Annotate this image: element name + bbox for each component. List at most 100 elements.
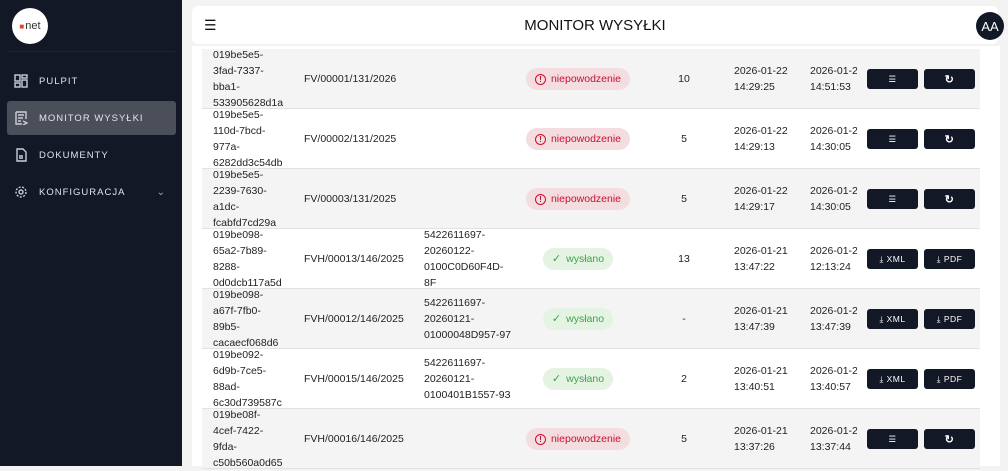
ksef-number: 5422611697-20260121-01000048D957-97 <box>424 297 511 341</box>
ksef-number: 5422611697-20260122-0100C0D60F4D-8F <box>424 229 504 289</box>
status-badge: ! niepowodzenie <box>525 128 631 150</box>
check-icon: ✓ <box>551 313 562 325</box>
updated-date: 2026-01-2 <box>810 305 857 317</box>
pdf-label: PDF <box>943 374 963 384</box>
updated-date: 2026-01-2 <box>810 365 857 377</box>
created-date: 2026-01-21 13:47:22 <box>734 245 788 273</box>
invoice-number: FV/00001/131/2026 <box>304 73 397 85</box>
download-pdf-button[interactable]: ⤓ PDF <box>924 369 975 389</box>
retry-button[interactable]: ↻ <box>924 69 975 89</box>
sidebar-item-monitor-wysylki[interactable]: MONITOR WYSYŁKI <box>7 101 176 135</box>
chevron-down-icon: ⌄ <box>156 186 166 198</box>
xml-label: XML <box>886 254 906 264</box>
scrollbar[interactable] <box>1000 46 1008 466</box>
shipments-table: 019be5e5-3fad-7337-bba1-533905628d1a FV/… <box>202 49 980 469</box>
status-text: wysłano <box>566 253 605 265</box>
updated-date: 2026-01-2 <box>810 125 857 137</box>
table-row[interactable]: 019be092-6d9b-7ce5-88ad-6c30d739587c FVH… <box>202 349 980 409</box>
download-icon: ⤓ <box>879 253 887 264</box>
created-date: 2026-01-22 14:29:13 <box>734 125 788 153</box>
top-bar: ☰ MONITOR WYSYŁKI AA <box>192 6 1004 44</box>
list-icon: ☰ <box>888 73 897 84</box>
logo-text: net <box>25 20 41 32</box>
sidebar-item-konfiguracja[interactable]: KONFIGURACJA ⌄ <box>7 175 176 209</box>
download-xml-button[interactable]: ⤓ XML <box>867 249 918 269</box>
updated-time: 13:40:57 <box>810 381 851 393</box>
invoice-number: FV/00003/131/2025 <box>304 193 397 205</box>
status-badge: ✓ wysłano <box>542 248 614 270</box>
retry-button[interactable]: ↻ <box>924 129 975 149</box>
sidebar-item-label: MONITOR WYSYŁKI <box>39 112 144 124</box>
download-icon: ⤓ <box>936 253 944 264</box>
table-row[interactable]: 019be098-a67f-7fb0-89b5-cacaecf068d6 FVH… <box>202 289 980 349</box>
status-text: wysłano <box>566 373 605 385</box>
list-icon: ☰ <box>888 193 897 204</box>
download-icon: ⤓ <box>879 373 887 384</box>
updated-time: 13:37:44 <box>810 441 851 453</box>
download-xml-button[interactable]: ⤓ XML <box>867 309 918 329</box>
xml-label: XML <box>886 374 906 384</box>
created-date: 2026-01-21 13:37:26 <box>734 425 788 453</box>
details-button[interactable]: ☰ <box>867 189 918 209</box>
created-date: 2026-01-22 14:29:25 <box>734 65 788 93</box>
attempt-count: 5 <box>681 433 687 445</box>
created-date: 2026-01-21 13:47:39 <box>734 305 788 333</box>
status-text: niepowodzenie <box>550 433 622 445</box>
logo[interactable]: ■ net <box>12 8 48 44</box>
download-icon: ⤓ <box>936 373 944 384</box>
attempt-count: - <box>682 313 686 325</box>
table-row[interactable]: 019be5e5-3fad-7337-bba1-533905628d1a FV/… <box>202 49 980 109</box>
updated-date: 2026-01-2 <box>810 425 857 437</box>
updated-time: 12:13:24 <box>810 261 851 273</box>
status-badge: ✓ wysłano <box>542 308 614 330</box>
invoice-number: FVH/00016/146/2025 <box>304 433 404 445</box>
sidebar-item-pulpit[interactable]: PULPIT <box>7 64 176 98</box>
status-badge: ✓ wysłano <box>542 368 614 390</box>
table-row[interactable]: 019be5e5-2239-7630-a1dc-fcabfd7cd29a FV/… <box>202 169 980 229</box>
list-icon: ☰ <box>888 133 897 144</box>
refresh-icon: ↻ <box>944 433 955 446</box>
sidebar: ■ net PULPIT MONITOR WYSYŁKI DOKUMENTY KO… <box>0 0 182 466</box>
menu-icon[interactable]: ☰ <box>204 17 217 33</box>
retry-button[interactable]: ↻ <box>924 189 975 209</box>
details-button[interactable]: ☰ <box>867 429 918 449</box>
list-icon: ☰ <box>888 433 897 444</box>
status-text: wysłano <box>566 313 605 325</box>
sidebar-item-dokumenty[interactable]: DOKUMENTY <box>7 138 176 172</box>
status-text: niepowodzenie <box>550 193 622 205</box>
shipments-table-panel: 019be5e5-3fad-7337-bba1-533905628d1a FV/… <box>192 46 1000 469</box>
download-pdf-button[interactable]: ⤓ PDF <box>924 309 975 329</box>
shipment-id: 019be5e5-3fad-7337-bba1-533905628d1a <box>213 49 284 109</box>
details-button[interactable]: ☰ <box>867 69 918 89</box>
shipment-id: 019be08f-4cef-7422-9fda-c50b560a0d65 <box>213 409 283 469</box>
gear-icon <box>15 186 27 198</box>
download-xml-button[interactable]: ⤓ XML <box>867 369 918 389</box>
check-icon: ✓ <box>551 373 562 385</box>
updated-time: 14:30:05 <box>810 141 851 153</box>
monitor-icon <box>15 111 28 125</box>
download-icon: ⤓ <box>936 313 944 324</box>
ksef-number <box>424 169 514 229</box>
status-badge: ! niepowodzenie <box>525 68 631 90</box>
download-pdf-button[interactable]: ⤓ PDF <box>924 249 975 269</box>
updated-time: 13:47:39 <box>810 321 851 333</box>
retry-button[interactable]: ↻ <box>924 429 975 449</box>
details-button[interactable]: ☰ <box>867 129 918 149</box>
refresh-icon: ↻ <box>944 193 955 206</box>
created-date: 2026-01-22 14:29:17 <box>734 185 788 213</box>
ksef-number <box>424 49 514 109</box>
status-text: niepowodzenie <box>550 73 622 85</box>
table-row[interactable]: 019be08f-4cef-7422-9fda-c50b560a0d65 FVH… <box>202 409 980 469</box>
alert-circle-icon: ! <box>534 133 546 145</box>
shipment-id: 019be5e5-2239-7630-a1dc-fcabfd7cd29a <box>213 169 277 229</box>
status-badge: ! niepowodzenie <box>525 428 631 450</box>
avatar[interactable]: AA <box>976 12 1004 40</box>
table-row[interactable]: 019be098-65a2-7b89-8288-0d0dcb117a5d FVH… <box>202 229 980 289</box>
invoice-number: FVH/00013/146/2025 <box>304 253 404 265</box>
pdf-label: PDF <box>943 314 963 324</box>
status-badge: ! niepowodzenie <box>525 188 631 210</box>
updated-time: 14:51:53 <box>810 81 851 93</box>
shipment-id: 019be098-65a2-7b89-8288-0d0dcb117a5d <box>213 229 282 289</box>
table-row[interactable]: 019be5e5-110d-7bcd-977a-6282dd3c54db FV/… <box>202 109 980 169</box>
dashboard-icon <box>14 74 28 88</box>
